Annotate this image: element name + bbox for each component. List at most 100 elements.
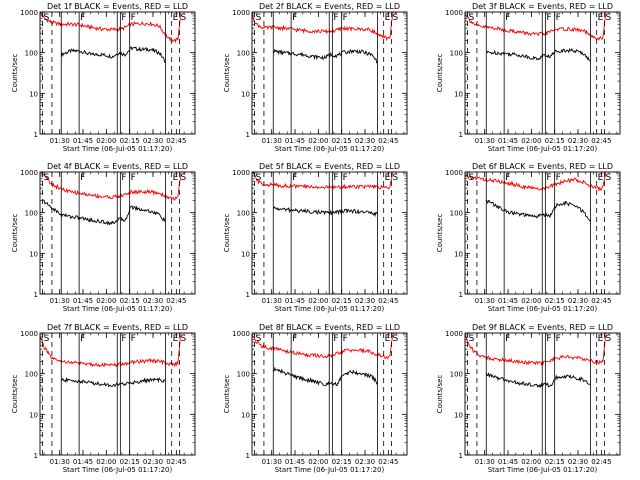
plot-frame [39,11,196,135]
marker-label: E [598,334,604,344]
x-tick-label: 01:30 [50,458,70,466]
x-tick-label: 02:00 [308,458,328,466]
x-tick-label: 01:30 [262,137,282,145]
y-tick-label: 1 [246,452,250,460]
marker-label: F [343,13,348,23]
plot-frame [39,332,196,456]
series-line-events [485,372,591,389]
y-tick-label: 10 [454,250,463,258]
plot-frame [251,332,408,456]
marker-label: S [469,13,475,23]
y-axis-label: Counts/sec [223,375,231,414]
y-axis-label: Counts/sec [11,375,19,414]
series-line-events [61,376,166,388]
panel-title: Det 3f BLACK = Events, RED = LLD [472,2,613,11]
plot-frame [251,171,408,295]
series-line-events [42,199,166,226]
x-tick-label: 02:15 [332,458,352,466]
x-tick-label: 02:00 [308,297,328,305]
x-tick-label: 02:45 [166,297,186,305]
y-tick-label: 1 [459,131,463,139]
y-tick-label: 1000 [445,330,463,338]
x-axis-label: Start Time (06-Jul-05 01:17:20) [63,145,173,153]
marker-label: F [121,334,126,344]
plot-frame [464,171,621,295]
marker-label: F [505,173,510,183]
x-tick-label: 01:30 [262,458,282,466]
y-axis-label: Counts/sec [436,214,444,253]
marker-label: F [343,334,348,344]
x-tick-label: 02:45 [378,458,398,466]
y-tick-label: 1 [34,452,38,460]
x-tick-label: 02:45 [591,458,611,466]
marker-label: S [605,334,611,344]
x-tick-label: 02:00 [308,137,328,145]
marker-label: F [121,13,126,23]
marker-label: S [44,334,50,344]
marker-label: E [173,173,179,183]
marker-label: S [180,334,186,344]
y-axis-label: Counts/sec [436,54,444,93]
x-tick-label: 01:45 [73,297,93,305]
x-tick-label: 01:45 [73,137,93,145]
x-tick-label: 02:30 [143,458,163,466]
x-tick-label: 02:30 [355,297,375,305]
y-tick-label: 100 [237,50,250,58]
marker-label: F [131,334,136,344]
plot-frame [464,332,621,456]
y-tick-label: 1 [246,291,250,299]
marker-label: F [80,173,85,183]
marker-label: S [605,13,611,23]
panel-title: Det 1f BLACK = Events, RED = LLD [47,2,188,11]
marker-label: F [556,173,561,183]
x-tick-label: 02:15 [545,137,565,145]
marker-label: S [392,13,398,23]
marker-label: S [605,173,611,183]
marker-label: F [333,13,338,23]
x-tick-label: 02:00 [521,137,541,145]
x-tick-label: 02:00 [96,137,116,145]
x-tick-label: 02:00 [521,458,541,466]
y-tick-label: 1 [459,452,463,460]
x-tick-label: 02:45 [591,297,611,305]
panel-title: Det 7f BLACK = Events, RED = LLD [47,323,188,332]
x-tick-label: 01:45 [498,458,518,466]
y-tick-label: 100 [237,371,250,379]
y-tick-label: 1 [459,291,463,299]
x-axis-label: Start Time (06-Jul-05 01:17:20) [488,466,598,474]
x-axis-label: Start Time (06-Jul-05 01:17:20) [63,305,173,313]
x-tick-label: 02:30 [355,137,375,145]
y-tick-label: 10 [29,90,38,98]
series-line-events [272,366,378,387]
y-tick-label: 1000 [232,9,250,17]
y-tick-label: 1000 [232,169,250,177]
marker-label: F [131,173,136,183]
panel-title: Det 8f BLACK = Events, RED = LLD [259,323,400,332]
y-tick-label: 10 [29,250,38,258]
marker-label: F [556,334,561,344]
y-tick-label: 1000 [232,330,250,338]
y-tick-label: 100 [237,210,250,218]
x-tick-label: 02:30 [568,297,588,305]
x-axis-label: Start Time (06-Jul-05 01:17:20) [275,466,385,474]
x-tick-label: 02:30 [143,297,163,305]
y-tick-label: 1000 [445,169,463,177]
marker-label: E [598,13,604,23]
x-tick-label: 02:45 [166,137,186,145]
x-tick-label: 01:30 [50,297,70,305]
y-tick-label: 1 [34,131,38,139]
x-tick-label: 02:30 [568,458,588,466]
marker-label: S [469,173,475,183]
x-tick-label: 01:45 [498,297,518,305]
x-axis-label: Start Time (06-Jul-05 01:17:20) [488,305,598,313]
marker-label: F [131,13,136,23]
x-tick-label: 02:45 [166,458,186,466]
x-tick-label: 02:15 [332,137,352,145]
y-tick-label: 1000 [20,9,38,17]
